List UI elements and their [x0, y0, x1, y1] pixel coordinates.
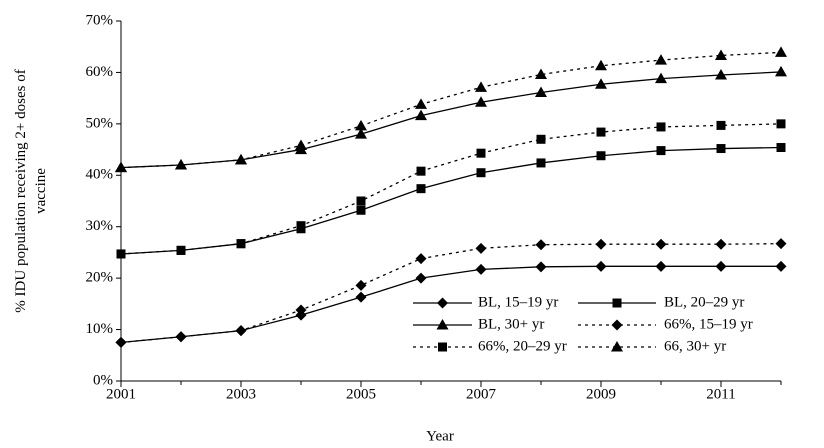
x-tick-label: 2011: [706, 386, 735, 402]
marker: [595, 59, 607, 71]
marker: [596, 127, 606, 137]
series-line: [120, 71, 782, 169]
y-axis-label-line: % IDU population receiving 2+ doses of: [13, 69, 29, 312]
series-line: [120, 146, 782, 255]
marker: [355, 128, 367, 139]
marker: [115, 336, 127, 348]
y-tick-label: 60%: [86, 64, 114, 80]
marker: [535, 86, 547, 97]
legend-marker: [438, 342, 447, 352]
series-line: [120, 265, 781, 344]
marker: [715, 260, 727, 272]
marker: [416, 166, 426, 176]
marker: [595, 238, 607, 250]
y-tick-label: 70%: [86, 12, 114, 28]
marker: [776, 143, 786, 153]
x-tick-label: 2001: [106, 386, 136, 402]
marker: [536, 134, 546, 144]
marker: [475, 81, 487, 92]
y-axis-label-line: vaccine: [33, 168, 49, 214]
marker: [715, 49, 727, 60]
y-axis-label: % IDU population receiving 2+ doses of va…: [13, 69, 49, 312]
marker: [475, 242, 487, 254]
marker: [775, 65, 787, 77]
marker: [295, 139, 307, 150]
x-tick-label: 2009: [586, 386, 616, 402]
marker: [775, 238, 787, 250]
x-tick-label: 2003: [226, 386, 256, 402]
marker: [656, 146, 666, 156]
marker: [595, 78, 607, 89]
legend-label: BL, 20–29 yr: [664, 294, 744, 310]
legend-marker: [611, 319, 623, 331]
x-axis-label: Year: [426, 428, 454, 444]
marker: [715, 238, 727, 250]
marker: [655, 72, 667, 84]
marker: [236, 239, 246, 249]
marker: [296, 221, 306, 231]
marker: [656, 122, 666, 132]
y-tick-label: 0%: [93, 372, 113, 388]
marker: [535, 239, 547, 251]
marker: [415, 253, 427, 265]
marker: [655, 238, 667, 250]
marker: [415, 272, 427, 284]
y-tick-label: 20%: [86, 270, 114, 286]
y-tick-label: 40%: [86, 167, 114, 183]
marker: [775, 46, 787, 57]
marker: [535, 261, 547, 273]
marker: [115, 161, 127, 173]
legend-marker: [436, 319, 449, 330]
marker: [415, 109, 427, 121]
marker: [476, 168, 486, 178]
marker: [355, 279, 367, 291]
marker: [235, 325, 247, 337]
legend-marker: [611, 341, 623, 352]
legend-label: 66%, 20–29 yr: [478, 338, 567, 354]
marker: [775, 260, 787, 272]
marker: [235, 153, 247, 165]
legend-label: 66, 30+ yr: [664, 338, 726, 354]
y-tick-label: 30%: [86, 218, 114, 234]
marker: [176, 245, 186, 255]
legend-marker: [612, 298, 622, 308]
legend-label: BL, 15–19 yr: [478, 294, 558, 310]
marker: [655, 54, 667, 65]
y-tick-label: 50%: [86, 115, 114, 131]
marker: [596, 151, 606, 161]
marker: [655, 260, 667, 272]
legend-label: 66%, 15–19 yr: [664, 316, 753, 332]
series-line: [120, 123, 782, 255]
marker: [716, 120, 726, 130]
marker: [475, 96, 487, 107]
marker: [535, 68, 547, 79]
marker: [356, 205, 366, 215]
legend-label: BL, 30+ yr: [478, 316, 544, 332]
marker: [416, 184, 426, 194]
marker: [355, 119, 367, 131]
marker: [776, 119, 786, 129]
marker: [356, 196, 366, 206]
marker: [595, 260, 607, 272]
marker: [355, 291, 367, 303]
marker: [175, 331, 187, 343]
marker: [415, 98, 427, 109]
marker: [295, 304, 307, 316]
marker: [716, 144, 726, 154]
legend-marker: [437, 297, 448, 309]
x-tick-label: 2005: [346, 386, 376, 402]
marker: [476, 148, 486, 158]
marker: [475, 263, 487, 275]
marker: [175, 159, 187, 170]
marker: [536, 158, 546, 168]
series-line: [120, 243, 782, 344]
x-tick-label: 2007: [466, 386, 497, 402]
y-tick-label: 10%: [86, 321, 114, 337]
marker: [715, 69, 727, 80]
marker: [116, 249, 126, 259]
